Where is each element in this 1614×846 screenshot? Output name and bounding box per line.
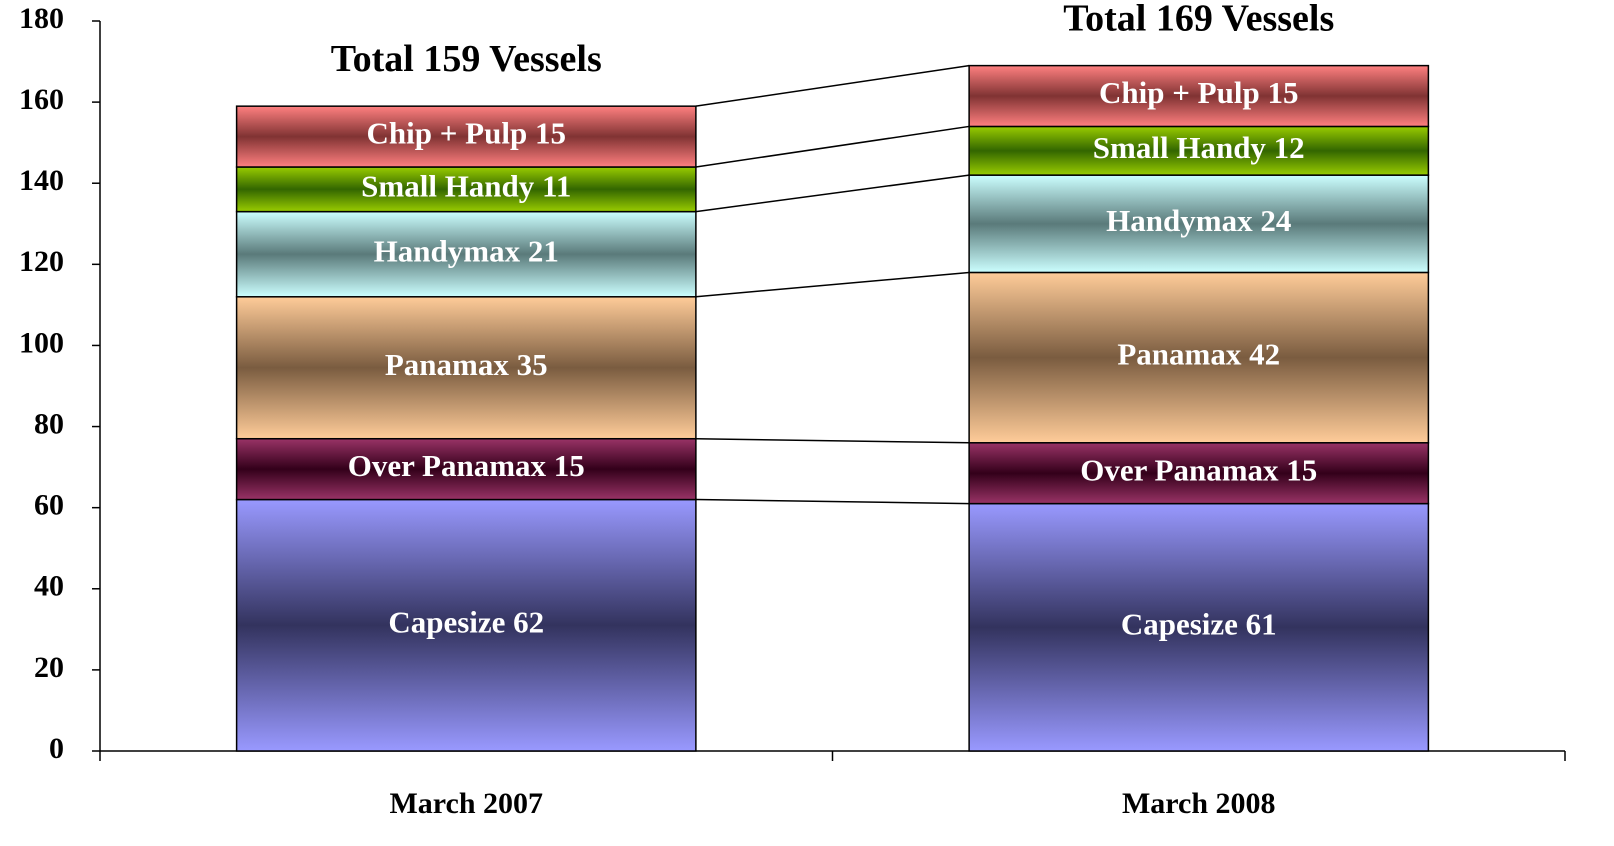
data-label: Panamax 35 xyxy=(385,347,548,382)
bar-segment xyxy=(968,64,1430,128)
connector-line xyxy=(695,498,970,505)
data-label: Over Panamax 15 xyxy=(348,448,585,483)
bar-segment xyxy=(235,296,697,440)
data-label: Handymax 24 xyxy=(1106,203,1291,238)
y-tick-label: 120 xyxy=(19,245,64,278)
y-tick-label: 160 xyxy=(19,83,64,116)
data-label: Chip + Pulp 15 xyxy=(367,116,566,151)
data-label: Panamax 42 xyxy=(1117,337,1280,372)
bar-segment xyxy=(235,498,697,752)
y-tick-label: 40 xyxy=(34,570,64,603)
bar-segment xyxy=(968,271,1430,444)
bar-segment xyxy=(235,105,697,168)
bar-segment xyxy=(968,174,1430,274)
total-label: Total 159 Vessels xyxy=(331,38,602,80)
y-tick-label: 180 xyxy=(19,2,64,35)
connector-line xyxy=(695,437,970,444)
data-label: Capesize 61 xyxy=(1121,606,1277,641)
data-label: Small Handy 11 xyxy=(361,168,571,203)
total-label: Total 169 Vessels xyxy=(1063,0,1334,39)
y-tick-label: 140 xyxy=(19,164,64,197)
x-tick-label: March 2007 xyxy=(389,787,543,820)
bar-segment xyxy=(235,437,697,501)
connector-line xyxy=(695,125,970,168)
y-tick-label: 0 xyxy=(49,732,64,765)
bar-segment xyxy=(968,125,1430,176)
y-tick-label: 100 xyxy=(19,326,64,359)
data-label: Over Panamax 15 xyxy=(1080,452,1317,487)
y-tick-label: 60 xyxy=(34,489,64,522)
data-label: Capesize 62 xyxy=(388,604,544,639)
connector-line xyxy=(695,271,970,298)
y-tick-label: 80 xyxy=(34,407,64,440)
bar-segment xyxy=(968,442,1430,505)
y-tick-label: 20 xyxy=(34,651,64,684)
bar-segment xyxy=(235,166,697,213)
data-label: Handymax 21 xyxy=(374,233,559,268)
connector-line xyxy=(695,174,970,213)
data-label: Small Handy 12 xyxy=(1093,130,1305,165)
bar-segment xyxy=(235,210,697,298)
x-tick-label: March 2008 xyxy=(1122,787,1276,820)
data-label: Chip + Pulp 15 xyxy=(1099,75,1298,110)
connector-line xyxy=(695,64,970,107)
